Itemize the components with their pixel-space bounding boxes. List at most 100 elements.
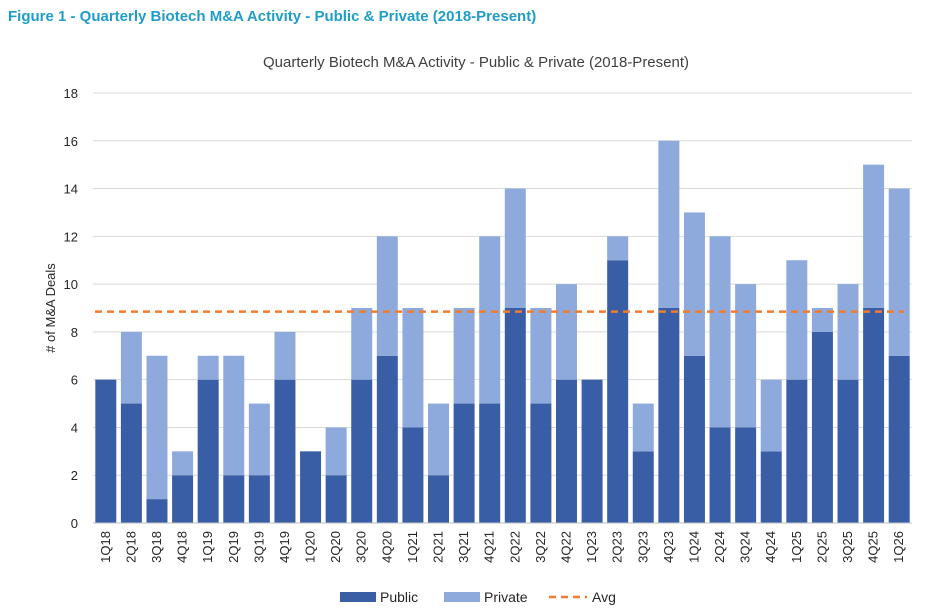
bar-public <box>428 475 450 523</box>
x-tick-label: 2Q19 <box>226 531 241 563</box>
bar-public <box>837 379 859 523</box>
x-tick-label: 4Q21 <box>482 531 497 563</box>
bar-private <box>735 284 757 428</box>
bar-private <box>863 164 885 308</box>
legend-label-avg: Avg <box>592 589 616 605</box>
bar-private <box>197 355 219 380</box>
bar-private <box>274 331 296 380</box>
bar-public <box>120 403 142 523</box>
bar-private <box>709 236 731 428</box>
y-tick-label: 0 <box>71 516 78 531</box>
x-tick-label: 2Q21 <box>431 531 446 563</box>
y-tick-label: 12 <box>64 229 78 244</box>
bar-private <box>248 403 270 476</box>
bar-public <box>607 260 629 523</box>
bar-private <box>530 308 552 404</box>
bar-public <box>709 427 731 523</box>
figure-caption: Figure 1 - Quarterly Biotech M&A Activit… <box>8 8 537 25</box>
bar-public <box>351 379 373 523</box>
bars <box>95 140 910 523</box>
bar-private <box>172 451 194 476</box>
bar-private <box>402 308 424 428</box>
x-tick-label: 3Q22 <box>533 531 548 563</box>
bar-public <box>632 451 654 523</box>
x-tick-label: 1Q19 <box>200 531 215 563</box>
bar-public <box>555 379 577 523</box>
x-tick-label: 3Q24 <box>738 531 753 563</box>
y-tick-label: 16 <box>64 134 78 149</box>
bar-public <box>479 403 501 523</box>
x-tick-label: 3Q23 <box>635 531 650 563</box>
bar-private <box>607 236 629 261</box>
x-axis: 1Q18 2Q18 3Q18 4Q18 1Q19 2Q19 3Q19 4Q19 1Q20 2Q20… <box>93 522 912 563</box>
bar-public <box>760 451 782 523</box>
bar-private <box>658 140 680 308</box>
bar-public <box>172 475 194 523</box>
y-tick-label: 14 <box>64 182 78 197</box>
bar-public <box>146 499 168 523</box>
bar-private <box>376 236 398 356</box>
x-tick-label: 1Q24 <box>686 531 701 563</box>
x-tick-label: 3Q25 <box>840 531 855 563</box>
x-tick-label: 4Q22 <box>558 531 573 563</box>
bar-private <box>428 403 450 476</box>
x-tick-label: 1Q20 <box>303 531 318 563</box>
x-tick-label: 2Q23 <box>610 531 625 563</box>
bar-private <box>120 331 142 404</box>
bar-private <box>146 355 168 500</box>
x-tick-label: 3Q20 <box>354 531 369 563</box>
x-tick-label: 4Q24 <box>763 531 778 563</box>
x-tick-label: 3Q18 <box>149 531 164 563</box>
bar-public <box>453 403 475 523</box>
x-tick-label: 3Q19 <box>251 531 266 563</box>
bar-public <box>248 475 270 523</box>
bar-private <box>555 284 577 380</box>
bar-public <box>376 355 398 523</box>
bar-private <box>837 284 859 380</box>
x-tick-label: 2Q20 <box>328 531 343 563</box>
y-tick-label: 10 <box>64 277 78 292</box>
bar-private <box>888 188 910 356</box>
legend-swatch-public <box>340 592 376 602</box>
legend: Public Private Avg <box>340 589 616 605</box>
x-tick-label: 1Q23 <box>584 531 599 563</box>
x-tick-label: 2Q22 <box>507 531 522 563</box>
bar-private <box>479 236 501 404</box>
bar-private <box>325 427 347 476</box>
bar-private <box>223 355 245 476</box>
x-tick-label: 4Q25 <box>866 531 881 563</box>
bar-public <box>274 379 296 523</box>
y-tick-label: 8 <box>71 325 78 340</box>
bar-private <box>811 308 833 332</box>
bar-public <box>530 403 552 523</box>
x-tick-label: 4Q20 <box>379 531 394 563</box>
x-tick-label: 1Q26 <box>891 531 906 563</box>
legend-swatch-private <box>444 592 480 602</box>
x-tick-label: 1Q21 <box>405 531 420 563</box>
x-tick-label: 2Q24 <box>712 531 727 563</box>
x-tick-label: 4Q19 <box>277 531 292 563</box>
y-tick-label: 4 <box>71 420 78 435</box>
x-tick-label: 4Q18 <box>175 531 190 563</box>
bar-public <box>504 308 526 523</box>
y-tick-label: 18 <box>64 86 78 101</box>
y-tick-label: 6 <box>71 373 78 388</box>
bar-private <box>786 260 808 380</box>
legend-label-private: Private <box>484 589 528 605</box>
bar-public <box>863 308 885 523</box>
bar-private <box>683 212 705 356</box>
bar-public <box>197 379 219 523</box>
bar-public <box>325 475 347 523</box>
bar-public <box>581 379 603 523</box>
legend-label-public: Public <box>380 589 418 605</box>
bar-public <box>95 379 117 523</box>
x-tick-label: 1Q18 <box>98 531 113 563</box>
bar-public <box>888 355 910 523</box>
x-tick-label: 2Q25 <box>814 531 829 563</box>
bar-public <box>223 475 245 523</box>
chart-title: Quarterly Biotech M&A Activity - Public … <box>263 54 689 71</box>
y-axis: 0 2 4 6 8 10 12 14 16 18 <box>64 86 78 531</box>
bar-private <box>504 188 526 308</box>
x-tick-label: 4Q23 <box>661 531 676 563</box>
